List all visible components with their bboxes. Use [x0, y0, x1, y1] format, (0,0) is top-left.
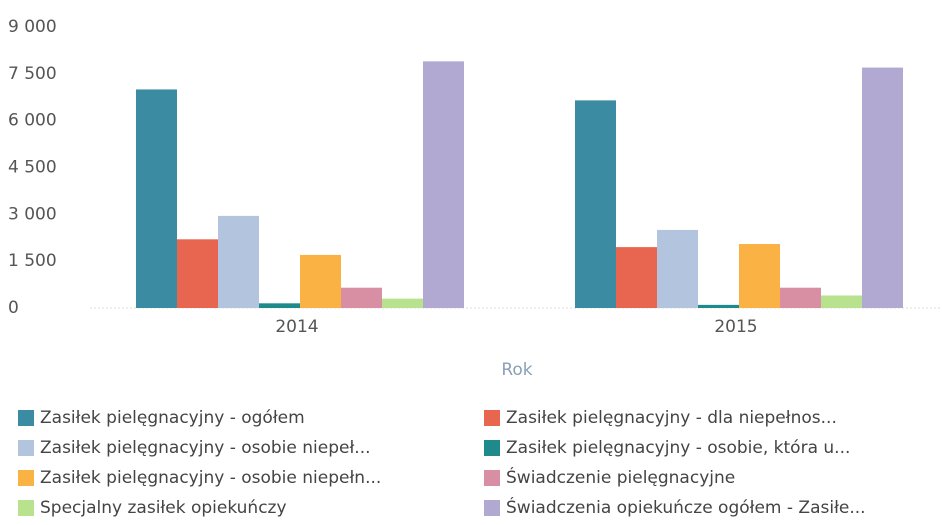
bar [218, 215, 259, 308]
bar [780, 287, 821, 308]
x-axis-title: Rok [501, 360, 532, 380]
legend-swatch [484, 500, 500, 516]
y-tick-label: 1 500 [8, 251, 57, 271]
bar [136, 89, 177, 308]
legend-label: Świadczenia opiekuńcze ogółem - Zasiłe..… [506, 496, 866, 518]
bar [423, 61, 464, 308]
legend-label: Specjalny zasiłek opiekuńczy [40, 498, 287, 518]
bar [862, 67, 903, 308]
bar [575, 100, 616, 308]
bar [259, 303, 300, 308]
legend-label: Zasiłek pielęgnacyjny - ogółem [40, 408, 305, 428]
legend-label: Zasiłek pielęgnacyjny - dla niepełnos... [506, 408, 837, 428]
legend-label: Świadczenie pielęgnacyjne [506, 466, 735, 488]
bar [300, 254, 341, 308]
bar [698, 304, 739, 308]
y-tick-label: 6 000 [8, 111, 57, 131]
y-tick-label: 4 500 [8, 158, 57, 178]
legend-label: Zasiłek pielęgnacyjny - osobie niepełn..… [40, 468, 381, 488]
legend: Zasiłek pielęgnacyjny - ogółem Zasiłek pi… [18, 408, 866, 518]
y-tick-label: 0 [8, 298, 19, 318]
x-tick-label: 2014 [275, 317, 318, 337]
legend-swatch [18, 440, 34, 456]
y-tick-label: 7 500 [8, 64, 57, 84]
legend-label: Zasiłek pielęgnacyjny - osobie niepeł... [40, 438, 371, 458]
bar [341, 287, 382, 308]
bar [382, 298, 423, 308]
legend-swatch [18, 500, 34, 516]
legend-swatch [18, 410, 34, 426]
bar [821, 295, 862, 308]
x-tick-label: 2015 [714, 317, 757, 337]
bar [177, 239, 218, 308]
legend-swatch [484, 410, 500, 426]
y-tick-label: 9 000 [8, 17, 57, 37]
legend-label: Zasiłek pielęgnacyjny - osobie, która u.… [506, 438, 850, 458]
legend-swatch [18, 470, 34, 486]
y-tick-label: 3 000 [8, 204, 57, 224]
bar [616, 247, 657, 308]
bar [739, 243, 780, 308]
bar [657, 229, 698, 308]
legend-swatch [484, 440, 500, 456]
legend-swatch [484, 470, 500, 486]
